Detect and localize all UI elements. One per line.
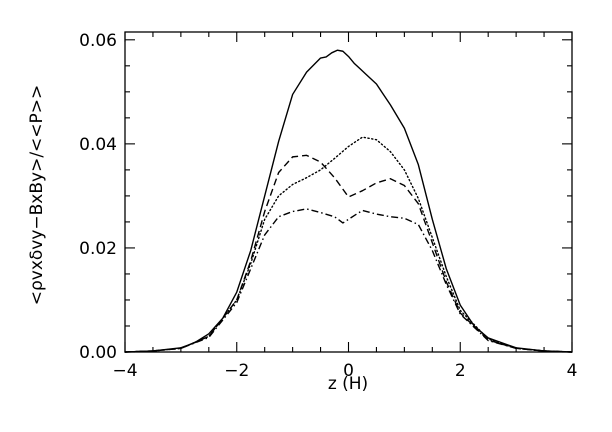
series-line-dashdot — [124, 208, 573, 353]
series-line-dotted — [124, 136, 573, 353]
ticks-layer: −4 −2 0 2 4 0.00 0.02 0.04 0.06 — [79, 31, 577, 381]
series-line-solid — [124, 49, 573, 353]
x-tick-label: 0 — [343, 361, 354, 381]
y-tick-label: 0.02 — [79, 239, 117, 259]
x-tick-label: −2 — [224, 361, 249, 381]
series-line-dashed — [124, 154, 573, 353]
x-tick-label: −4 — [112, 361, 137, 381]
x-tick-label: 4 — [567, 361, 578, 381]
x-axis-title: z (H) — [328, 374, 368, 394]
y-tick-label: 0.06 — [79, 31, 117, 51]
series-layer — [124, 49, 573, 353]
y-tick-label: 0.04 — [79, 135, 117, 155]
axes-frame — [124, 31, 573, 353]
y-axis-title: <ρvxδvy−BxBy>/<<P>> — [27, 85, 47, 306]
y-tick-label: 0.00 — [79, 343, 117, 363]
x-tick-label: 2 — [455, 361, 466, 381]
plot-area — [124, 31, 573, 353]
